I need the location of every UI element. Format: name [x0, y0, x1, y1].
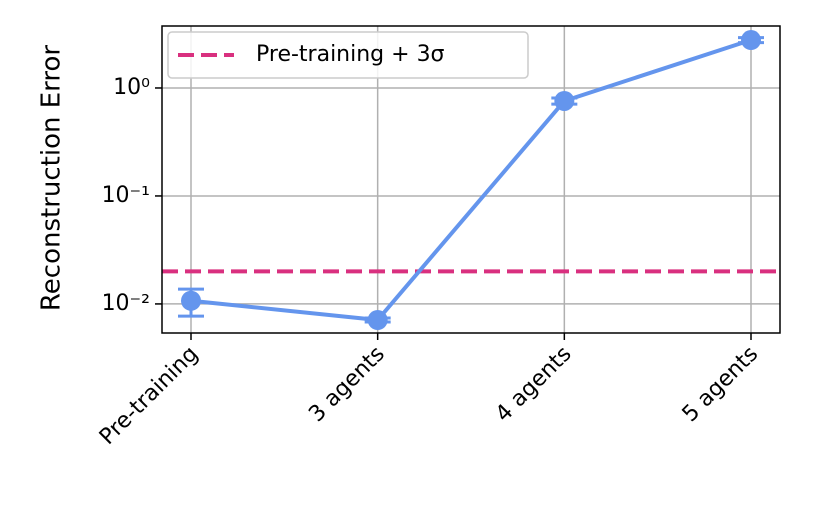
y-tick-label: 10⁻²: [102, 291, 150, 316]
x-tick-label: 4 agents: [491, 342, 577, 428]
legend-box: [167, 31, 529, 79]
data-point: [741, 30, 761, 51]
x-tick-label: Pre-training: [95, 342, 203, 450]
data-point: [554, 90, 575, 111]
data-point: [181, 290, 201, 311]
y-tick-label: 10⁻¹: [102, 183, 150, 208]
data-line: [190, 38, 752, 323]
x-tick-label: 3 agents: [304, 342, 390, 428]
x-tick-label: 5 agents: [678, 342, 764, 428]
data-point: [367, 309, 388, 330]
plot-frame: [161, 25, 781, 334]
y-axis-label: Reconstruction Error: [37, 45, 67, 312]
legend-label: Pre-training + 3σ: [256, 42, 445, 67]
y-tick-label: 10⁰: [113, 75, 150, 100]
